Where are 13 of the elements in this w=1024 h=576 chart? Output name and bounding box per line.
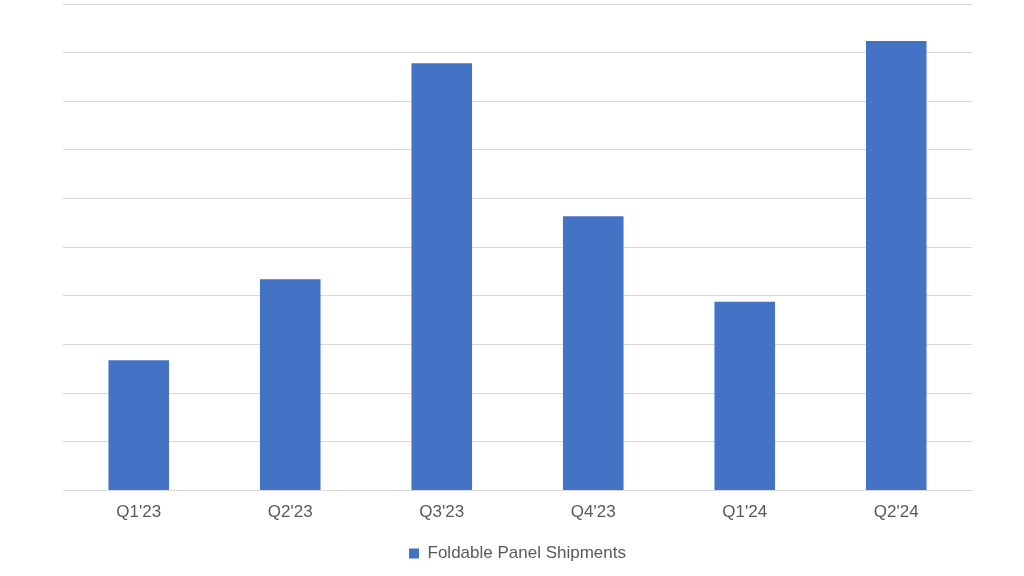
x-tick-label: Q2'23 bbox=[267, 502, 313, 522]
x-tick-label: Q3'23 bbox=[419, 502, 465, 522]
bar bbox=[562, 216, 624, 491]
bar bbox=[411, 63, 473, 491]
bar bbox=[865, 40, 927, 491]
bar bbox=[108, 360, 170, 491]
legend-label: Foldable Panel Shipments bbox=[427, 543, 626, 563]
x-tick-label: Q1'23 bbox=[116, 502, 162, 522]
bar bbox=[259, 279, 321, 491]
bar bbox=[714, 301, 776, 491]
x-tick-label: Q1'24 bbox=[722, 502, 768, 522]
x-tick-label: Q2'24 bbox=[873, 502, 919, 522]
x-tick-label: Q4'23 bbox=[570, 502, 616, 522]
